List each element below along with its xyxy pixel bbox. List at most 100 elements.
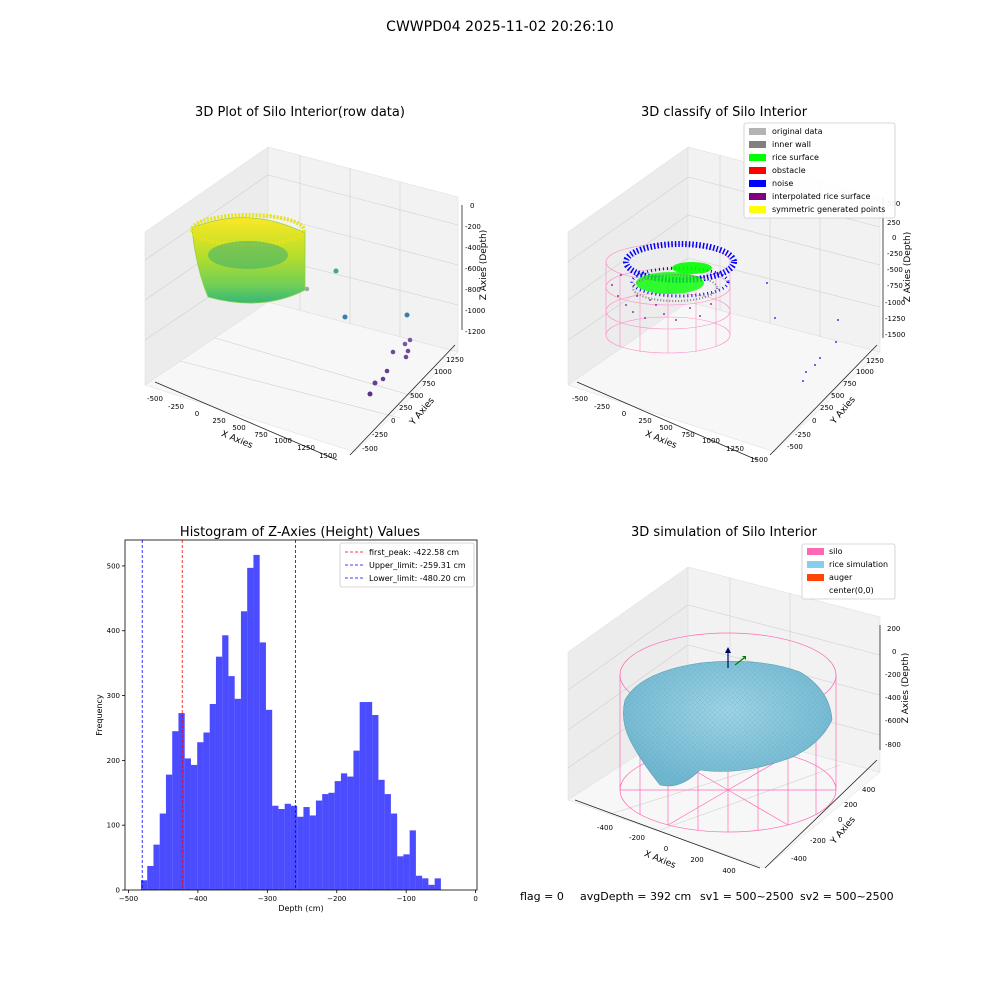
classify-x-tick: 1000 bbox=[702, 437, 720, 445]
raw-3d-panel: 3D Plot of Silo Interior(row data) bbox=[144, 105, 489, 461]
histogram-bar bbox=[390, 813, 398, 890]
classify-x-tick: -250 bbox=[594, 403, 610, 411]
histogram-bar bbox=[228, 676, 235, 890]
histogram-bar bbox=[340, 773, 348, 890]
histogram-x-tick-label: −200 bbox=[327, 895, 346, 903]
simulation-x-tick: 200 bbox=[690, 856, 703, 864]
histogram-bar bbox=[328, 792, 335, 890]
histogram-bar bbox=[209, 703, 216, 890]
legend-label-original-data: original data bbox=[772, 127, 823, 136]
raw-x-tick: 1000 bbox=[274, 437, 292, 445]
raw-axis-lines bbox=[154, 205, 463, 461]
raw-x-label: X Axies bbox=[219, 429, 254, 451]
simulation-axis-lines bbox=[574, 625, 881, 869]
raw-x-tick: 250 bbox=[212, 417, 225, 425]
simulation-x-tick: -400 bbox=[597, 824, 613, 832]
histogram-bar bbox=[315, 800, 323, 890]
raw-z-tick: -800 bbox=[465, 286, 481, 294]
classify-z-tick: -750 bbox=[887, 282, 903, 290]
raw-y-tick: -250 bbox=[372, 431, 388, 439]
classify-z-tick: -1250 bbox=[885, 315, 905, 323]
histogram-x-tick-label: −400 bbox=[188, 895, 207, 903]
histogram-y-label: Frequency bbox=[95, 694, 104, 736]
legend-label-upper-limit: Upper_limit: -259.31 cm bbox=[369, 561, 466, 570]
simulation-x-tick: 0 bbox=[664, 845, 668, 853]
simulation-x-ticks: -400 -200 0 200 400 bbox=[597, 824, 736, 875]
classify-point-cloud bbox=[611, 241, 839, 382]
classify-y-tick: 750 bbox=[843, 380, 856, 388]
status-footer: flag = 0 avgDepth = 392 cm sv1 = 500~250… bbox=[520, 890, 894, 903]
legend-swatch-center bbox=[807, 587, 824, 594]
histogram-bar bbox=[403, 854, 410, 890]
histogram-bar bbox=[165, 774, 173, 890]
histogram-x-tick-label: −300 bbox=[258, 895, 277, 903]
raw-z-tick: -400 bbox=[465, 244, 481, 252]
raw-panel-title: 3D Plot of Silo Interior(row data) bbox=[195, 105, 405, 120]
raw-z-tick: -600 bbox=[465, 265, 481, 273]
raw-z-tick: -1000 bbox=[465, 307, 485, 315]
simulation-y-label: Y Axies bbox=[829, 815, 858, 847]
raw-z-tick: -1200 bbox=[465, 328, 485, 336]
histogram-bar bbox=[184, 758, 191, 890]
histogram-vlines bbox=[141, 540, 296, 890]
simulation-z-tick: 0 bbox=[892, 648, 896, 656]
classify-x-tick: 1250 bbox=[726, 445, 744, 453]
histogram-bar bbox=[322, 794, 329, 890]
legend-swatch-interpolated bbox=[749, 193, 766, 200]
classify-z-tick: -1500 bbox=[885, 331, 905, 339]
histogram-y-tick-label: 0 bbox=[116, 887, 120, 895]
legend-label-rice-simulation: rice simulation bbox=[829, 560, 888, 569]
raw-z-ticks: 0 -200 -400 -600 -800 -1000 -1200 bbox=[465, 202, 485, 336]
legend-swatch-rice-surface bbox=[749, 154, 766, 161]
footer-sv2: sv2 = 500~2500 bbox=[800, 890, 894, 903]
raw-y-tick: 500 bbox=[410, 392, 423, 400]
classify-y-tick: -250 bbox=[795, 431, 811, 439]
histogram-bar bbox=[247, 567, 254, 890]
classify-z-tick: -500 bbox=[887, 266, 903, 274]
classify-panel-title: 3D classify of Silo Interior bbox=[641, 105, 808, 120]
classify-z-tick: -250 bbox=[887, 250, 903, 258]
histogram-x-ticks: −500 −400 −300 −200 −100 0 bbox=[119, 890, 478, 903]
classify-3d-panel: 3D classify of Silo Interior bbox=[567, 105, 913, 464]
legend-swatch-auger bbox=[807, 574, 824, 581]
legend-swatch-silo bbox=[807, 548, 824, 555]
histogram-y-ticks: 0 100 200 300 400 500 bbox=[107, 562, 125, 895]
histogram-bar bbox=[359, 702, 366, 890]
histogram-bar bbox=[203, 732, 210, 890]
raw-x-tick: 1500 bbox=[319, 452, 337, 460]
raw-z-label: Z Axies (Depth) bbox=[479, 230, 489, 301]
classify-legend: original data inner wall rice surface ob… bbox=[743, 122, 896, 219]
legend-label-lower-limit: Lower_limit: -480.20 cm bbox=[369, 574, 466, 583]
histogram-bar bbox=[334, 781, 341, 890]
legend-label-auger: auger bbox=[829, 573, 853, 582]
histogram-bar bbox=[159, 813, 166, 890]
histogram-bar bbox=[397, 856, 404, 890]
histogram-bar bbox=[190, 764, 198, 890]
histogram-y-tick-label: 100 bbox=[107, 822, 120, 830]
simulation-auger-arrows bbox=[725, 647, 746, 668]
simulation-y-tick: 200 bbox=[844, 801, 857, 809]
classify-y-tick: 0 bbox=[812, 417, 816, 425]
histogram-bar bbox=[372, 715, 379, 890]
histogram-bar bbox=[147, 866, 154, 890]
histogram-title: Histogram of Z-Axies (Height) Values bbox=[180, 525, 420, 540]
simulation-z-tick: -600 bbox=[885, 717, 901, 725]
classify-x-label: X Axies bbox=[643, 429, 678, 451]
classify-y-tick: 250 bbox=[820, 404, 833, 412]
simulation-z-tick: -800 bbox=[885, 741, 901, 749]
raw-y-tick: 750 bbox=[422, 380, 435, 388]
histogram-y-tick-label: 200 bbox=[107, 757, 120, 765]
classify-y-tick: 1250 bbox=[866, 357, 884, 365]
histogram-bar bbox=[259, 642, 266, 890]
footer-sv1: sv1 = 500~2500 bbox=[700, 890, 794, 903]
simulation-legend: silo rice simulation auger center(0,0) bbox=[801, 543, 896, 600]
legend-swatch-symmetric bbox=[749, 206, 766, 213]
histogram-bar bbox=[353, 750, 360, 890]
histogram-bar bbox=[365, 702, 373, 890]
histogram-bar bbox=[422, 878, 429, 890]
simulation-y-tick: -400 bbox=[791, 855, 807, 863]
classify-z-tick: 250 bbox=[887, 219, 900, 227]
histogram-bars bbox=[140, 554, 441, 890]
legend-label-center: center(0,0) bbox=[829, 586, 874, 595]
